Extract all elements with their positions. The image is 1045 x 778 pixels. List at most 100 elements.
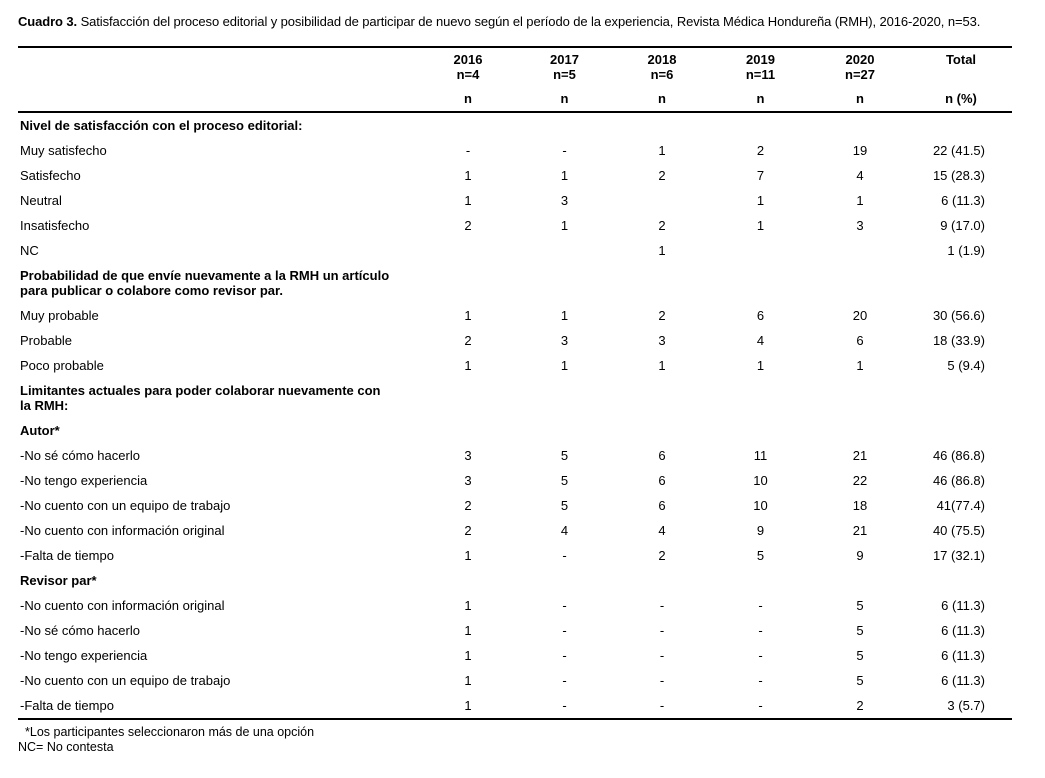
cell-total: 6 (11.3) <box>941 193 985 208</box>
col-header-total: Total <box>910 47 1012 82</box>
cell-value: 6 <box>856 333 864 348</box>
section-label: Limitantes actuales para poder colaborar… <box>20 383 381 413</box>
cell-value: - <box>562 648 567 663</box>
cell-total: 9 (17.0) <box>940 218 985 233</box>
section-row: Revisor par* <box>18 568 1012 593</box>
cell-value <box>516 238 613 263</box>
sub-header-n: n <box>756 91 765 106</box>
cell-total: 41(77.4) <box>936 498 985 513</box>
row-label: -Falta de tiempo <box>20 548 114 563</box>
cell-value: - <box>562 698 567 713</box>
section-label: Autor* <box>20 423 60 438</box>
row-label: Satisfecho <box>20 168 81 183</box>
col-header-2019: 2019 n=11 <box>711 47 810 82</box>
cell-value: 2 <box>464 218 472 233</box>
cell-value: 5 <box>856 623 864 638</box>
cell-value: 1 <box>658 243 666 258</box>
row-label: -No cuento con un equipo de trabajo <box>20 673 231 688</box>
cell-total: 6 (11.3) <box>941 648 985 663</box>
row-label: Insatisfecho <box>20 218 90 233</box>
table-row: -Falta de tiempo 1 - 2 5 9 17 (32.1) <box>18 543 1012 568</box>
cell-value: - <box>758 698 763 713</box>
cell-value <box>810 238 910 263</box>
table-row: -Falta de tiempo 1 - - - 2 3 (5.7) <box>18 693 1012 719</box>
footnote-asterisk: *Los participantes seleccionaron más de … <box>25 725 315 739</box>
cell-value: - <box>758 673 763 688</box>
table-row: -No sé cómo hacerlo 1 - - - 5 6 (11.3) <box>18 618 1012 643</box>
row-label: Muy probable <box>20 308 99 323</box>
cell-value: - <box>659 648 665 663</box>
col-n: n=4 <box>456 67 480 82</box>
cell-value <box>613 188 711 213</box>
col-header-2017: 2017 n=5 <box>516 47 613 82</box>
col-year: 2020 <box>845 52 875 67</box>
table-row: Insatisfecho 2 1 2 1 3 9 (17.0) <box>18 213 1012 238</box>
cell-value: 2 <box>658 218 666 233</box>
cell-value: - <box>562 548 567 563</box>
cell-total: 46 (86.8) <box>932 448 985 463</box>
table-row: -No cuento con un equipo de trabajo 2 5 … <box>18 493 1012 518</box>
col-n: n=11 <box>745 67 776 82</box>
cell-value: 19 <box>852 143 868 158</box>
cell-total: 40 (75.5) <box>932 523 985 538</box>
data-table: 2016 n=4 2017 n=5 2018 n=6 2019 n=11 2020 n=2… <box>18 46 1012 720</box>
cell-value: - <box>465 143 471 158</box>
cell-value: 2 <box>658 548 666 563</box>
cell-value: 2 <box>464 498 472 513</box>
row-label: Neutral <box>20 193 62 208</box>
table-row: NC 1 1 (1.9) <box>18 238 1012 263</box>
cell-value: 11 <box>753 448 768 463</box>
section-row: Autor* <box>18 418 1012 443</box>
cell-value: 1 <box>464 673 472 688</box>
col-header-2020: 2020 n=27 <box>810 47 910 82</box>
table-body: Nivel de satisfacción con el proceso edi… <box>18 112 1012 719</box>
row-label: NC <box>20 243 39 258</box>
row-label: Probable <box>20 333 73 348</box>
sub-header-n: n <box>856 91 864 106</box>
cell-value: 1 <box>756 358 765 373</box>
cell-value: 21 <box>852 448 868 463</box>
cell-total: 3 (5.7) <box>947 698 985 713</box>
cell-value: 1 <box>464 623 472 638</box>
table-row: -No cuento con un equipo de trabajo 1 - … <box>18 668 1012 693</box>
cell-value: 5 <box>560 498 569 513</box>
cell-total: 6 (11.3) <box>941 598 985 613</box>
cell-value: 1 <box>756 193 765 208</box>
row-label: -No cuento con información original <box>20 523 225 538</box>
section-label: Revisor par* <box>20 573 97 588</box>
cell-value: 9 <box>856 548 864 563</box>
section-label: Probabilidad de que envíe nuevamente a l… <box>20 268 390 298</box>
row-label: -No sé cómo hacerlo <box>20 448 140 463</box>
row-label: -No cuento con información original <box>20 598 225 613</box>
col-year: 2018 <box>647 52 677 67</box>
cell-value: - <box>758 623 763 638</box>
cell-total: 1 (1.9) <box>947 243 985 258</box>
cell-value: 1 <box>464 193 472 208</box>
cell-value: 1 <box>560 168 569 183</box>
table-footnotes: *Los participantes seleccionaron más de … <box>18 725 1012 755</box>
table-row: Poco probable 1 1 1 1 1 5 (9.4) <box>18 353 1012 378</box>
cell-value: 2 <box>464 523 472 538</box>
cell-value: - <box>562 143 567 158</box>
cell-value: 5 <box>856 598 864 613</box>
cell-value: 6 <box>658 448 666 463</box>
header-empty-cell <box>18 82 420 112</box>
sub-header-n: n <box>560 91 569 106</box>
table-row: Muy satisfecho - - 1 2 19 22 (41.5) <box>18 138 1012 163</box>
cell-value: - <box>758 648 763 663</box>
cell-value: 1 <box>856 193 864 208</box>
cell-value: 5 <box>560 473 569 488</box>
cell-value: 2 <box>658 308 666 323</box>
table-row: Muy probable 1 1 2 6 20 30 (56.6) <box>18 303 1012 328</box>
row-label: Muy satisfecho <box>20 143 107 158</box>
table-header: 2016 n=4 2017 n=5 2018 n=6 2019 n=11 2020 n=2… <box>18 47 1012 112</box>
col-n: n=5 <box>553 67 576 82</box>
footnote-nc: NC= No contesta <box>18 740 114 754</box>
cell-value: 1 <box>856 358 864 373</box>
sub-header-n: n <box>464 91 472 106</box>
cell-value: - <box>659 673 665 688</box>
cell-value: 1 <box>560 308 569 323</box>
cell-value: 5 <box>560 448 569 463</box>
table-row: -No tengo experiencia 3 5 6 10 22 46 (86… <box>18 468 1012 493</box>
cell-value: 10 <box>753 473 768 488</box>
